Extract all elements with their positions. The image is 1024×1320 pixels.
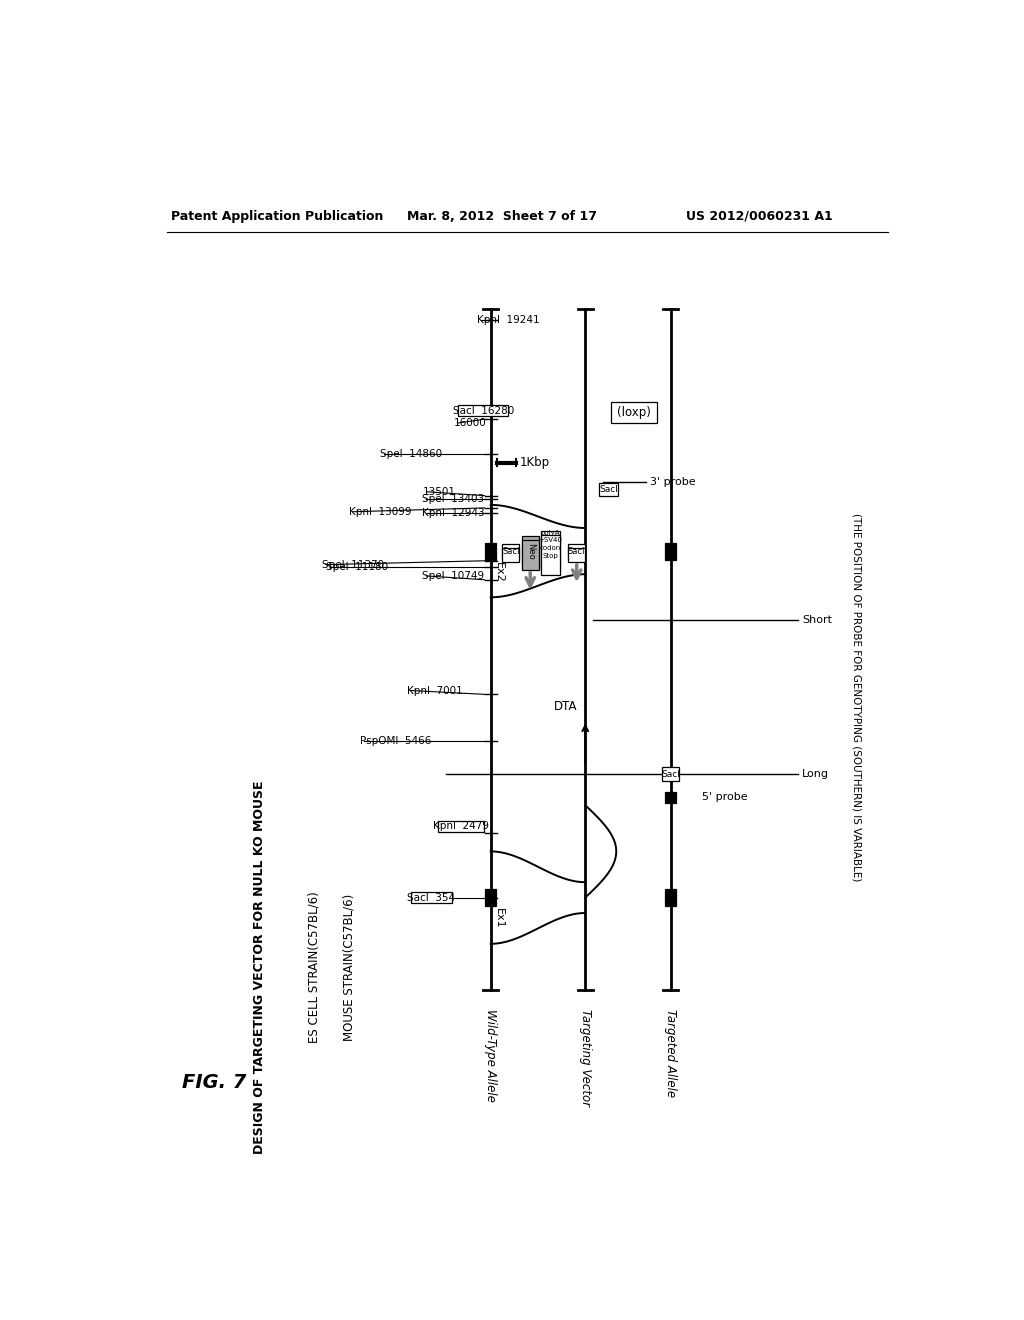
Text: SacI: SacI [502,546,519,556]
Text: SpeI  10749: SpeI 10749 [423,572,484,581]
Text: SpeI  14860: SpeI 14860 [380,449,442,459]
Text: KpnI  2479: KpnI 2479 [433,821,489,832]
Bar [503,544,519,558]
Bar [521,540,539,570]
Text: SacI  354: SacI 354 [408,892,456,903]
Text: KpnI  13099: KpnI 13099 [349,507,412,516]
Bar [665,543,676,560]
Text: KpnI  12943: KpnI 12943 [423,508,485,517]
Text: Mar. 8, 2012  Sheet 7 of 17: Mar. 8, 2012 Sheet 7 of 17 [407,210,597,223]
Bar [611,401,657,424]
Text: SacI  16280: SacI 16280 [453,405,514,416]
Text: polyA: polyA [541,529,560,536]
Text: Ex1: Ex1 [495,908,504,929]
Bar [665,792,676,803]
Bar [541,535,560,576]
Text: Neo: Neo [525,543,535,560]
Text: Targeting Vector: Targeting Vector [579,1010,592,1106]
Text: Patent Application Publication: Patent Application Publication [171,210,383,223]
Bar [568,548,586,562]
Text: SacI: SacI [662,770,680,779]
Text: 3' probe: 3' probe [649,477,695,487]
Bar [438,821,484,832]
Text: FIG. 7: FIG. 7 [182,1073,247,1092]
Text: US 2012/0060231 A1: US 2012/0060231 A1 [686,210,833,223]
Text: Wild-Type Allele: Wild-Type Allele [484,1010,498,1102]
Text: KpnI  19241: KpnI 19241 [477,315,540,325]
Text: 1Kbp: 1Kbp [520,455,550,469]
Text: Ex2: Ex2 [495,562,504,582]
Text: Long: Long [802,770,829,779]
Bar [503,548,519,562]
Text: (THE POSITION OF PROBE FOR GENOTYPING (SOUTHERN) IS VARIABLE): (THE POSITION OF PROBE FOR GENOTYPING (S… [852,513,861,882]
Text: ES CELL STRAIN(C57BL/6): ES CELL STRAIN(C57BL/6) [307,891,321,1043]
Bar [662,767,679,781]
Text: Targeted Allele: Targeted Allele [664,1010,677,1097]
Text: DESIGN OF TARGETING VECTOR FOR NULL KO MOUSE: DESIGN OF TARGETING VECTOR FOR NULL KO M… [253,780,266,1154]
Bar [485,543,496,560]
Text: SpeI  11180: SpeI 11180 [326,561,388,572]
Bar [459,405,508,416]
Bar [568,544,586,558]
Text: SpeI  11370: SpeI 11370 [322,560,384,570]
Text: DTA: DTA [554,700,578,713]
Text: SacI: SacI [568,546,586,556]
Bar [599,483,617,496]
Text: Short: Short [802,615,833,626]
Text: 13501: 13501 [423,487,456,496]
Bar [665,890,676,906]
Text: KpnI  7001: KpnI 7001 [407,685,463,696]
Text: PspOMI  5466: PspOMI 5466 [360,737,432,746]
Bar [485,890,496,906]
Text: SacI: SacI [599,484,617,494]
Text: MOUSE STRAIN(C57BL/6): MOUSE STRAIN(C57BL/6) [342,894,355,1040]
Bar [541,531,560,572]
Bar [521,536,539,566]
Text: 5' probe: 5' probe [701,792,748,803]
Text: 16000: 16000 [454,418,486,428]
Text: codon: codon [540,545,561,550]
Text: (loxp): (loxp) [617,407,651,418]
Bar [411,892,453,903]
Text: SpeI  13403: SpeI 13403 [423,494,484,504]
Text: Stop: Stop [543,553,558,558]
Text: +SV40: +SV40 [539,537,562,544]
